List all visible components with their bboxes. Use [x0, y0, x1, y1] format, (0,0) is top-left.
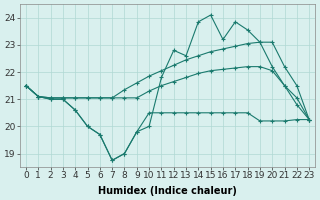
- X-axis label: Humidex (Indice chaleur): Humidex (Indice chaleur): [98, 186, 237, 196]
